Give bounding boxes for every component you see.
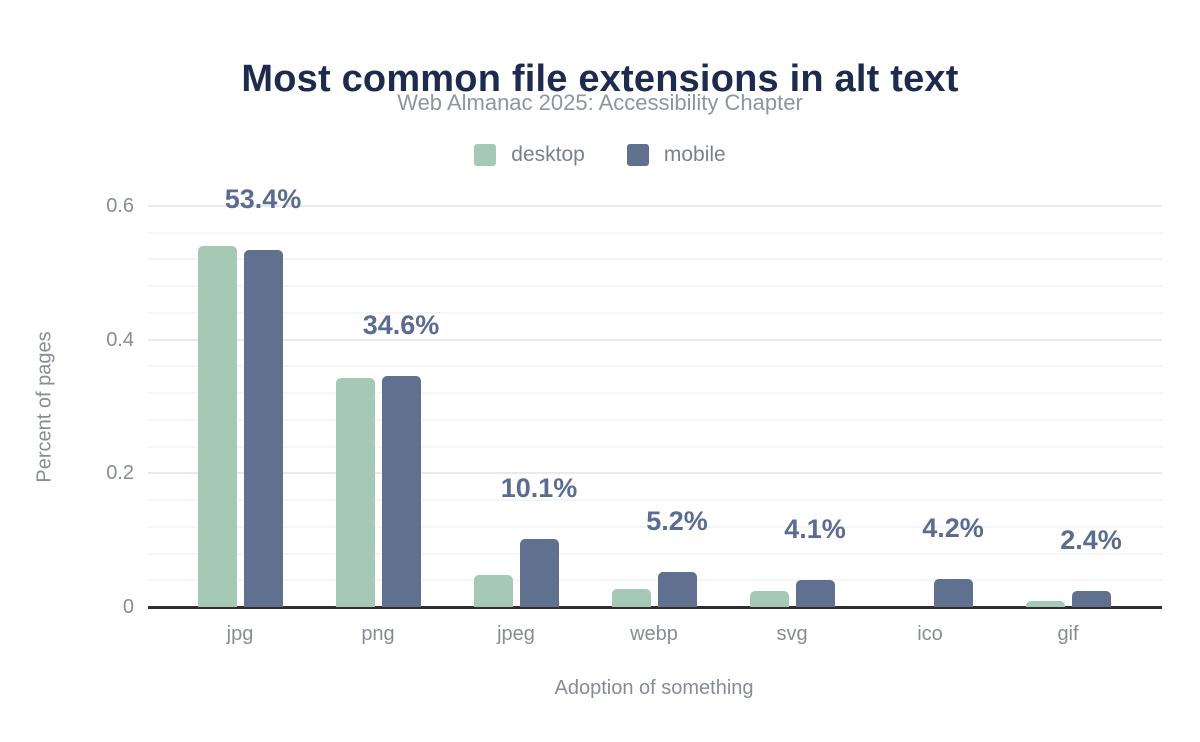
x-tick-label-jpg: jpg: [226, 623, 254, 645]
legend-item-mobile: mobile: [626, 143, 726, 167]
bar-value-label: 4.2%: [922, 512, 984, 543]
legend-swatch-mobile: [626, 144, 649, 166]
bar-mobile-webp: [657, 572, 697, 607]
x-tick-label-ico: ico: [917, 623, 943, 645]
y-tick-label: 0.4: [106, 328, 134, 351]
gridline-major: [148, 472, 1162, 475]
bar-desktop-jpg: [197, 246, 237, 607]
gridline-minor: [148, 392, 1162, 395]
chart-subtitle: Web Almanac 2025: Accessibility Chapter: [397, 90, 803, 115]
y-tick-label: 0: [122, 596, 134, 618]
gridline-minor: [148, 365, 1162, 368]
gridline-minor: [148, 445, 1162, 448]
legend: desktop mobile: [0, 142, 1200, 168]
bar-value-label: 2.4%: [1060, 524, 1122, 555]
gridline-minor: [148, 499, 1162, 502]
bar-mobile-svg: [795, 579, 835, 607]
gridline-minor: [148, 311, 1162, 314]
legend-item-desktop: desktop: [474, 143, 585, 167]
gridline-major: [148, 338, 1162, 341]
gridline-minor: [148, 552, 1162, 555]
bar-value-label: 53.4%: [224, 184, 302, 215]
bar-mobile-ico: [933, 578, 973, 607]
bar-desktop-jpeg: [473, 574, 513, 607]
legend-label-mobile: mobile: [663, 143, 726, 166]
bar-mobile-png: [381, 375, 421, 607]
y-tick-label: 0.2: [106, 462, 134, 485]
x-tick-label-webp: webp: [630, 623, 678, 645]
x-tick-label-svg: svg: [776, 623, 808, 645]
x-axis-title: Adoption of something: [554, 677, 754, 699]
x-tick-label-jpeg: jpeg: [497, 623, 535, 645]
gridline-minor: [148, 231, 1162, 234]
bar-value-label: 4.1%: [784, 513, 846, 544]
legend-swatch-desktop: [474, 144, 497, 166]
bar-value-label: 34.6%: [362, 309, 440, 340]
bar-value-label: 5.2%: [646, 506, 708, 537]
y-tick-label: 0.6: [106, 195, 134, 217]
gridline-minor: [148, 579, 1162, 582]
x-tick-label-png: png: [361, 623, 395, 645]
bar-desktop-png: [335, 378, 375, 607]
bar-desktop-svg: [749, 590, 789, 607]
gridline-minor: [148, 285, 1162, 288]
bar-mobile-jpeg: [519, 539, 559, 607]
bar-desktop-gif: [1025, 600, 1065, 607]
x-tick-label-gif: gif: [1057, 623, 1079, 645]
legend-label-desktop: desktop: [511, 143, 585, 166]
bar-desktop-webp: [611, 588, 651, 607]
x-axis-line: [148, 606, 1162, 609]
bar-value-label: 10.1%: [500, 473, 578, 504]
gridline-major: [148, 205, 1162, 207]
chart-title: Most common file extensions in alt text: [241, 58, 959, 101]
gridline-minor: [148, 258, 1162, 261]
bar-mobile-gif: [1071, 590, 1111, 607]
gridline-minor: [148, 525, 1162, 528]
gridline-minor: [148, 418, 1162, 421]
bar-mobile-jpg: [243, 250, 283, 607]
